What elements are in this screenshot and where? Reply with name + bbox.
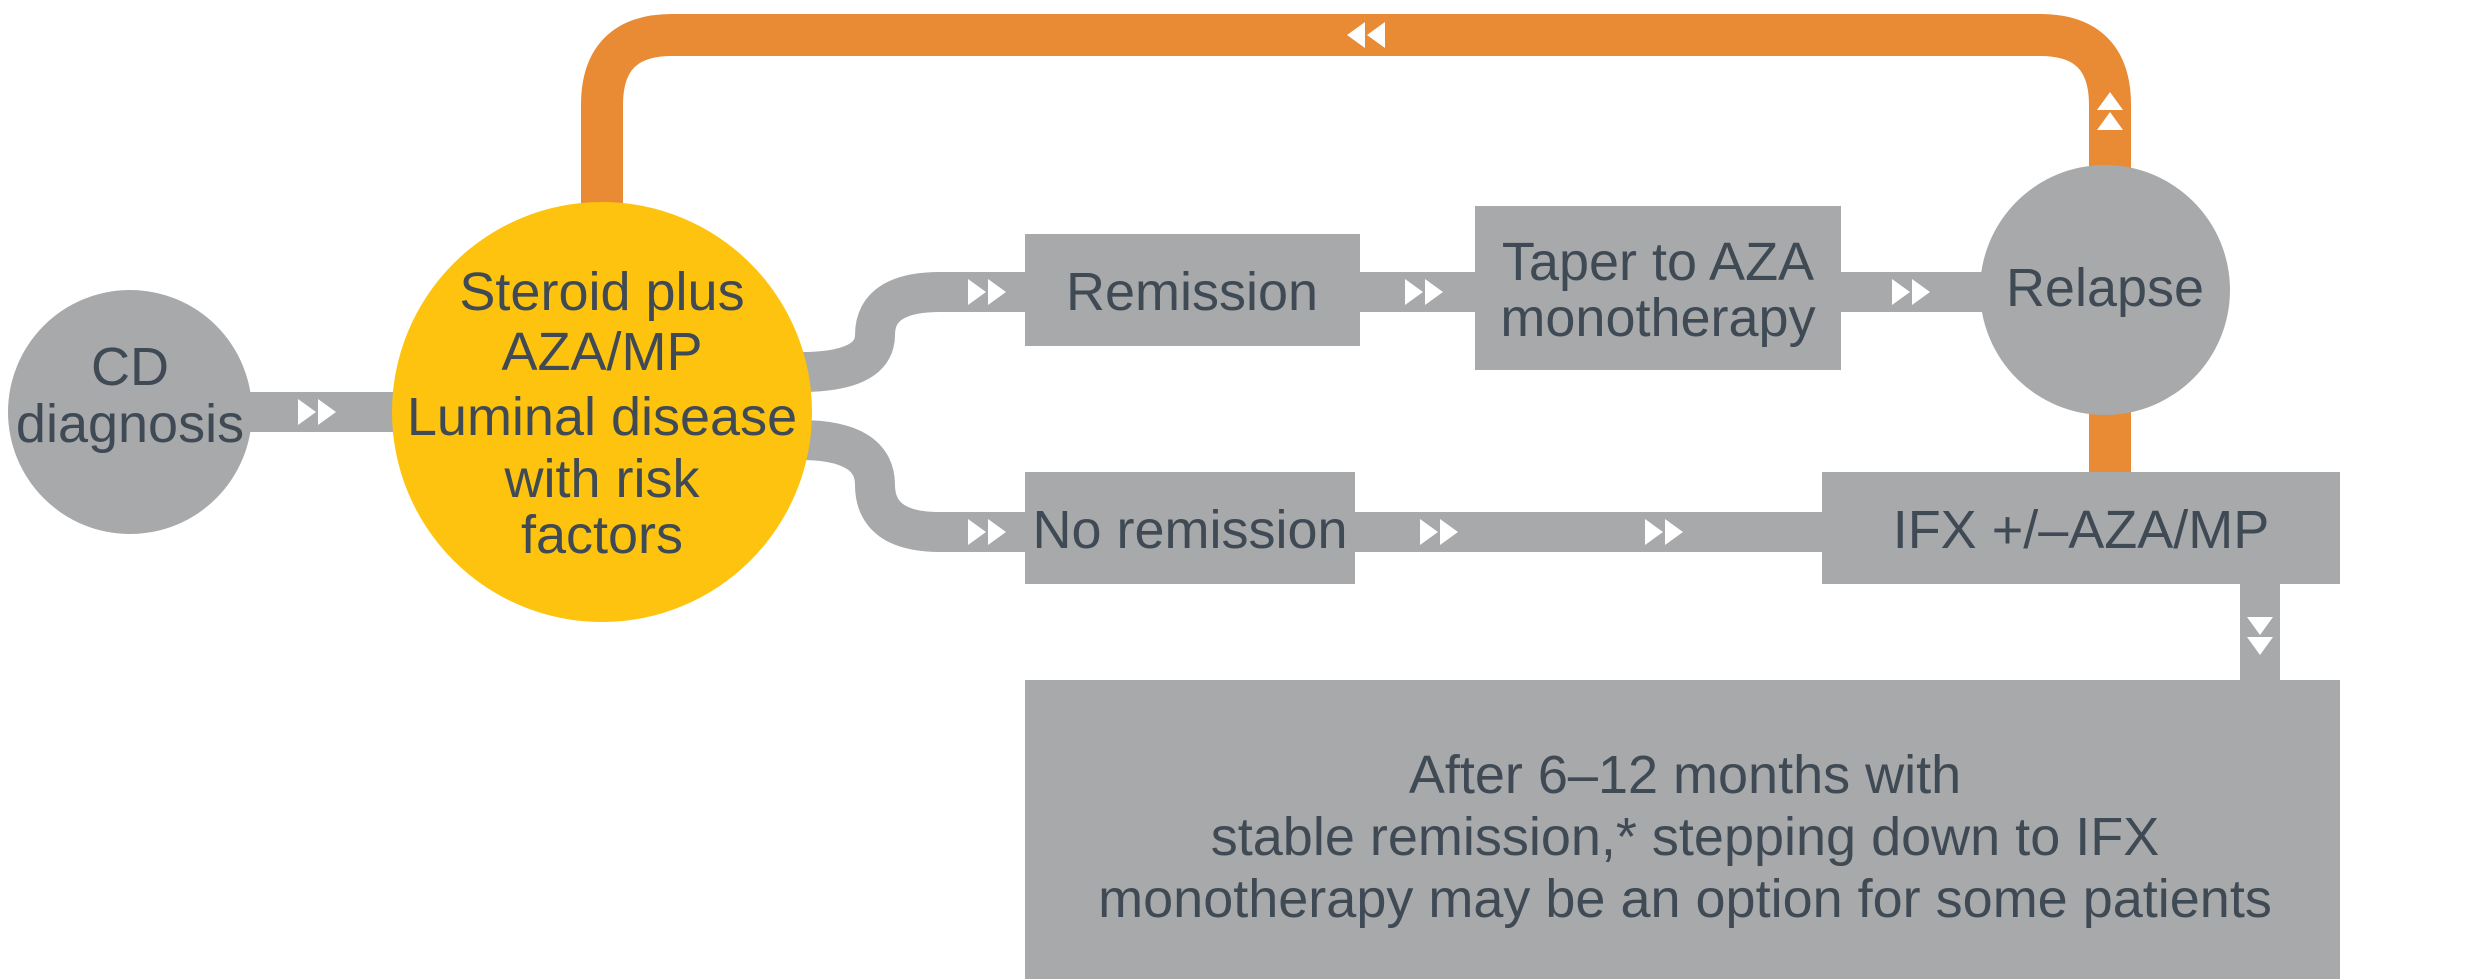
double-chevron-right-icon bbox=[968, 279, 1006, 305]
double-chevron-up-icon bbox=[2097, 92, 2123, 130]
double-chevron-right-icon bbox=[1892, 279, 1930, 305]
cd-diagnosis-label-line2: diagnosis bbox=[16, 394, 244, 454]
remission-label: Remission bbox=[1066, 262, 1318, 322]
taper-node bbox=[1475, 206, 1841, 370]
ifx-node bbox=[1822, 472, 2340, 584]
double-chevron-right-icon bbox=[298, 399, 336, 425]
stepdown-label-line1: After 6–12 months with bbox=[1409, 745, 1961, 805]
ifx-label: IFX +/–AZA/MP bbox=[1893, 500, 2270, 560]
no-remission-label: No remission bbox=[1032, 500, 1347, 560]
double-chevron-left-icon bbox=[1347, 22, 1385, 48]
relapse-node bbox=[1980, 165, 2230, 415]
treatment-label-line1: Steroid plus bbox=[459, 262, 744, 322]
stepdown-label-line3: monotherapy may be an option for some pa… bbox=[1098, 869, 2272, 929]
cd-diagnosis-label-line1: CD bbox=[91, 337, 169, 397]
cd-diagnosis-node bbox=[8, 290, 252, 534]
no-remission-node bbox=[1025, 472, 1355, 584]
treatment-label-line4: with risk bbox=[503, 449, 700, 509]
relapse-label: Relapse bbox=[2006, 258, 2204, 318]
double-chevron-right-icon bbox=[968, 519, 1006, 545]
taper-label-line2: monotherapy bbox=[1500, 288, 1815, 348]
stepdown-node bbox=[1025, 680, 2340, 979]
treatment-label-line5: factors bbox=[521, 505, 683, 565]
connector-treatment-to-remission bbox=[799, 272, 1040, 392]
treatment-label-line3: Luminal disease bbox=[407, 387, 797, 447]
remission-node bbox=[1025, 234, 1360, 346]
taper-label-line1: Taper to AZA bbox=[1502, 232, 1814, 292]
double-chevron-down-icon bbox=[2247, 617, 2273, 655]
double-chevron-right-icon bbox=[1645, 519, 1683, 545]
connector-treatment-to-no-remission bbox=[799, 420, 1040, 552]
treatment-node bbox=[392, 202, 812, 622]
stepdown-label-line2: stable remission,* stepping down to IFX bbox=[1211, 807, 2159, 867]
double-chevron-right-icon bbox=[1405, 279, 1443, 305]
treatment-label-line2: AZA/MP bbox=[501, 322, 702, 382]
double-chevron-right-icon bbox=[1420, 519, 1458, 545]
